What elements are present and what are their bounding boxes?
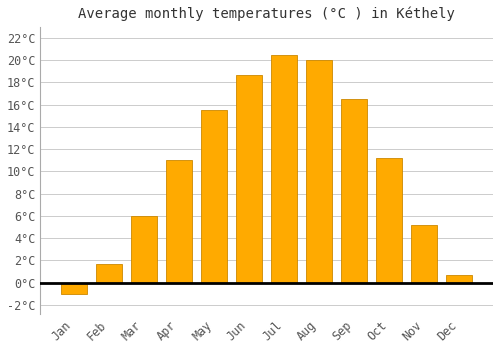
Bar: [236, 75, 262, 283]
Bar: [411, 225, 438, 283]
Bar: [166, 160, 192, 283]
Bar: [61, 283, 87, 294]
Bar: [201, 110, 228, 283]
Title: Average monthly temperatures (°C ) in Kéthely: Average monthly temperatures (°C ) in Ké…: [78, 7, 455, 21]
Bar: [446, 275, 472, 283]
Bar: [306, 60, 332, 283]
Bar: [131, 216, 157, 283]
Bar: [376, 158, 402, 283]
Bar: [271, 55, 297, 283]
Bar: [96, 264, 122, 283]
Bar: [341, 99, 367, 283]
